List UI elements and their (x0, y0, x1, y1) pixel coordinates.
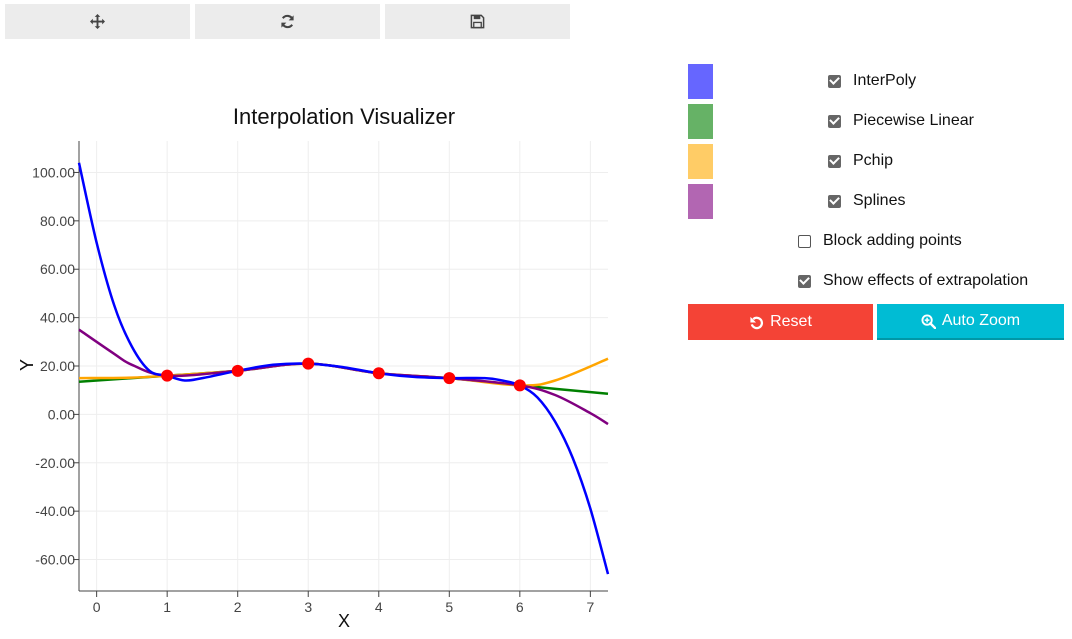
pchip-curve (78, 357, 609, 387)
y-tick-label: -20.00 (35, 455, 75, 471)
data-point[interactable] (302, 357, 315, 370)
show-extrapolation-label: Show effects of extrapolation (823, 272, 1029, 289)
y-tick-label: 40.00 (40, 310, 75, 326)
x-tick-label: 2 (234, 599, 242, 615)
interpoly-checkbox[interactable] (828, 74, 841, 88)
y-tick-label: 80.00 (40, 213, 75, 229)
piecewise-linear-toggle[interactable]: Piecewise Linear (828, 112, 974, 130)
piecewise-linear-swatch (688, 104, 713, 139)
x-tick-label: 5 (445, 599, 453, 615)
zoom-in-icon (921, 313, 936, 329)
show-extrapolation-toggle[interactable]: Show effects of extrapolation (798, 272, 1028, 290)
block-adding-points-checkbox[interactable] (798, 234, 811, 248)
save-button[interactable] (385, 4, 570, 39)
splines-swatch (688, 184, 713, 219)
reset-label: Reset (770, 313, 812, 330)
data-point[interactable] (372, 367, 385, 380)
y-tick-label: -40.00 (35, 503, 75, 519)
block-adding-points-toggle[interactable]: Block adding points (798, 232, 962, 250)
save-icon (470, 14, 485, 29)
x-axis-label: X (338, 611, 350, 631)
interpoly-label: InterPoly (853, 72, 917, 89)
interpoly-curve (77, 162, 610, 575)
splines-checkbox[interactable] (828, 194, 841, 208)
pchip-label: Pchip (853, 152, 894, 169)
auto-zoom-button[interactable]: Auto Zoom (877, 304, 1064, 340)
interpoly-swatch (688, 64, 713, 99)
move-button[interactable] (5, 4, 190, 39)
x-tick-label: 7 (586, 599, 594, 615)
x-tick-label: 0 (93, 599, 101, 615)
x-tick-label: 6 (516, 599, 524, 615)
pchip-checkbox[interactable] (828, 154, 841, 168)
x-tick-label: 3 (304, 599, 312, 615)
data-point[interactable] (161, 369, 174, 382)
data-point[interactable] (513, 379, 526, 392)
refresh-icon (281, 14, 294, 29)
interpolation-chart[interactable]: Interpolation Visualizer 0 1 2 3 4 5 6 7 100.00 8… (0, 95, 640, 639)
splines-label: Splines (853, 192, 906, 209)
show-extrapolation-checkbox[interactable] (798, 274, 811, 288)
splines-toggle[interactable]: Splines (828, 192, 905, 210)
data-point[interactable] (443, 372, 456, 385)
x-tick-label: 1 (163, 599, 171, 615)
chart-title: Interpolation Visualizer (233, 104, 455, 129)
y-tick-label: 60.00 (40, 261, 75, 277)
pchip-swatch (688, 144, 713, 179)
data-point[interactable] (231, 364, 244, 377)
x-tick-label: 4 (375, 599, 383, 615)
piecewise-linear-checkbox[interactable] (828, 114, 841, 128)
piecewise-linear-label: Piecewise Linear (853, 112, 974, 129)
y-axis-label: Y (17, 359, 37, 371)
reset-button[interactable]: Reset (688, 304, 873, 340)
move-icon (90, 14, 105, 29)
refresh-button[interactable] (195, 4, 380, 39)
y-tick-label: -60.00 (35, 552, 75, 568)
block-adding-points-label: Block adding points (823, 232, 962, 249)
pchip-toggle[interactable]: Pchip (828, 152, 893, 170)
undo-icon (750, 316, 764, 329)
y-tick-label: 0.00 (48, 406, 75, 422)
y-tick-label: 20.00 (40, 358, 75, 374)
interpoly-toggle[interactable]: InterPoly (828, 72, 916, 90)
y-tick-label: 100.00 (32, 164, 75, 180)
auto-zoom-label: Auto Zoom (941, 312, 1021, 329)
